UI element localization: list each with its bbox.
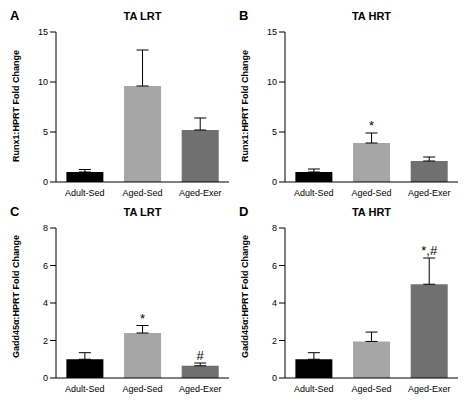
svg-text:Adult-Sed: Adult-Sed — [65, 384, 105, 394]
svg-text:Aged-Sed: Aged-Sed — [122, 188, 162, 198]
svg-text:15: 15 — [38, 27, 48, 37]
html-text:TA LRT: TA LRT — [123, 206, 162, 218]
svg-text:Aged-Sed: Aged-Sed — [351, 384, 391, 394]
svg-text:5: 5 — [272, 127, 277, 137]
svg-text:0: 0 — [272, 373, 277, 383]
html-text:A: A — [10, 8, 20, 23]
svg-text:Aged-Exer: Aged-Exer — [179, 188, 222, 198]
svg-text:Aged-Sed: Aged-Sed — [122, 384, 162, 394]
svg-text:*: * — [140, 311, 145, 326]
html-text:C: C — [10, 204, 20, 219]
svg-text:0: 0 — [272, 177, 277, 187]
svg-text:Aged-Exer: Aged-Exer — [408, 384, 451, 394]
svg-text:#: # — [197, 348, 205, 363]
svg-text:*,#: *,# — [421, 243, 438, 258]
svg-text:6: 6 — [272, 261, 277, 271]
svg-text:Gadd45α:HPRT Fold Change: Gadd45α:HPRT Fold Change — [11, 235, 21, 358]
svg-text:Gadd45α:HPRT Fold Change: Gadd45α:HPRT Fold Change — [240, 235, 250, 358]
svg-text:Aged-Sed: Aged-Sed — [351, 188, 391, 198]
svg-text:Runx1:HPRT Fold Change: Runx1:HPRT Fold Change — [240, 50, 250, 162]
svg-text:4: 4 — [43, 298, 48, 308]
svg-text:15: 15 — [267, 27, 277, 37]
svg-text:8: 8 — [43, 223, 48, 233]
html-text:TA HRT: TA HRT — [351, 10, 391, 22]
svg-text:Aged-Exer: Aged-Exer — [179, 384, 222, 394]
svg-text:2: 2 — [272, 336, 277, 346]
svg-text:8: 8 — [272, 223, 277, 233]
svg-text:Aged-Exer: Aged-Exer — [408, 188, 451, 198]
svg-text:10: 10 — [267, 77, 277, 87]
svg-text:2: 2 — [43, 336, 48, 346]
html-text:TA HRT: TA HRT — [351, 206, 391, 218]
svg-text:5: 5 — [43, 127, 48, 137]
svg-text:*: * — [369, 118, 374, 133]
svg-text:Runx1:HPRT Fold Change: Runx1:HPRT Fold Change — [11, 50, 21, 162]
svg-text:6: 6 — [43, 261, 48, 271]
svg-text:Adult-Sed: Adult-Sed — [65, 188, 105, 198]
svg-text:0: 0 — [43, 177, 48, 187]
svg-text:0: 0 — [43, 373, 48, 383]
html-text:D: D — [239, 204, 249, 219]
html-text:B: B — [239, 8, 249, 23]
svg-text:Adult-Sed: Adult-Sed — [294, 188, 334, 198]
svg-text:10: 10 — [38, 77, 48, 87]
html-text:TA LRT: TA LRT — [123, 10, 162, 22]
svg-text:Adult-Sed: Adult-Sed — [294, 384, 334, 394]
svg-text:4: 4 — [272, 298, 277, 308]
